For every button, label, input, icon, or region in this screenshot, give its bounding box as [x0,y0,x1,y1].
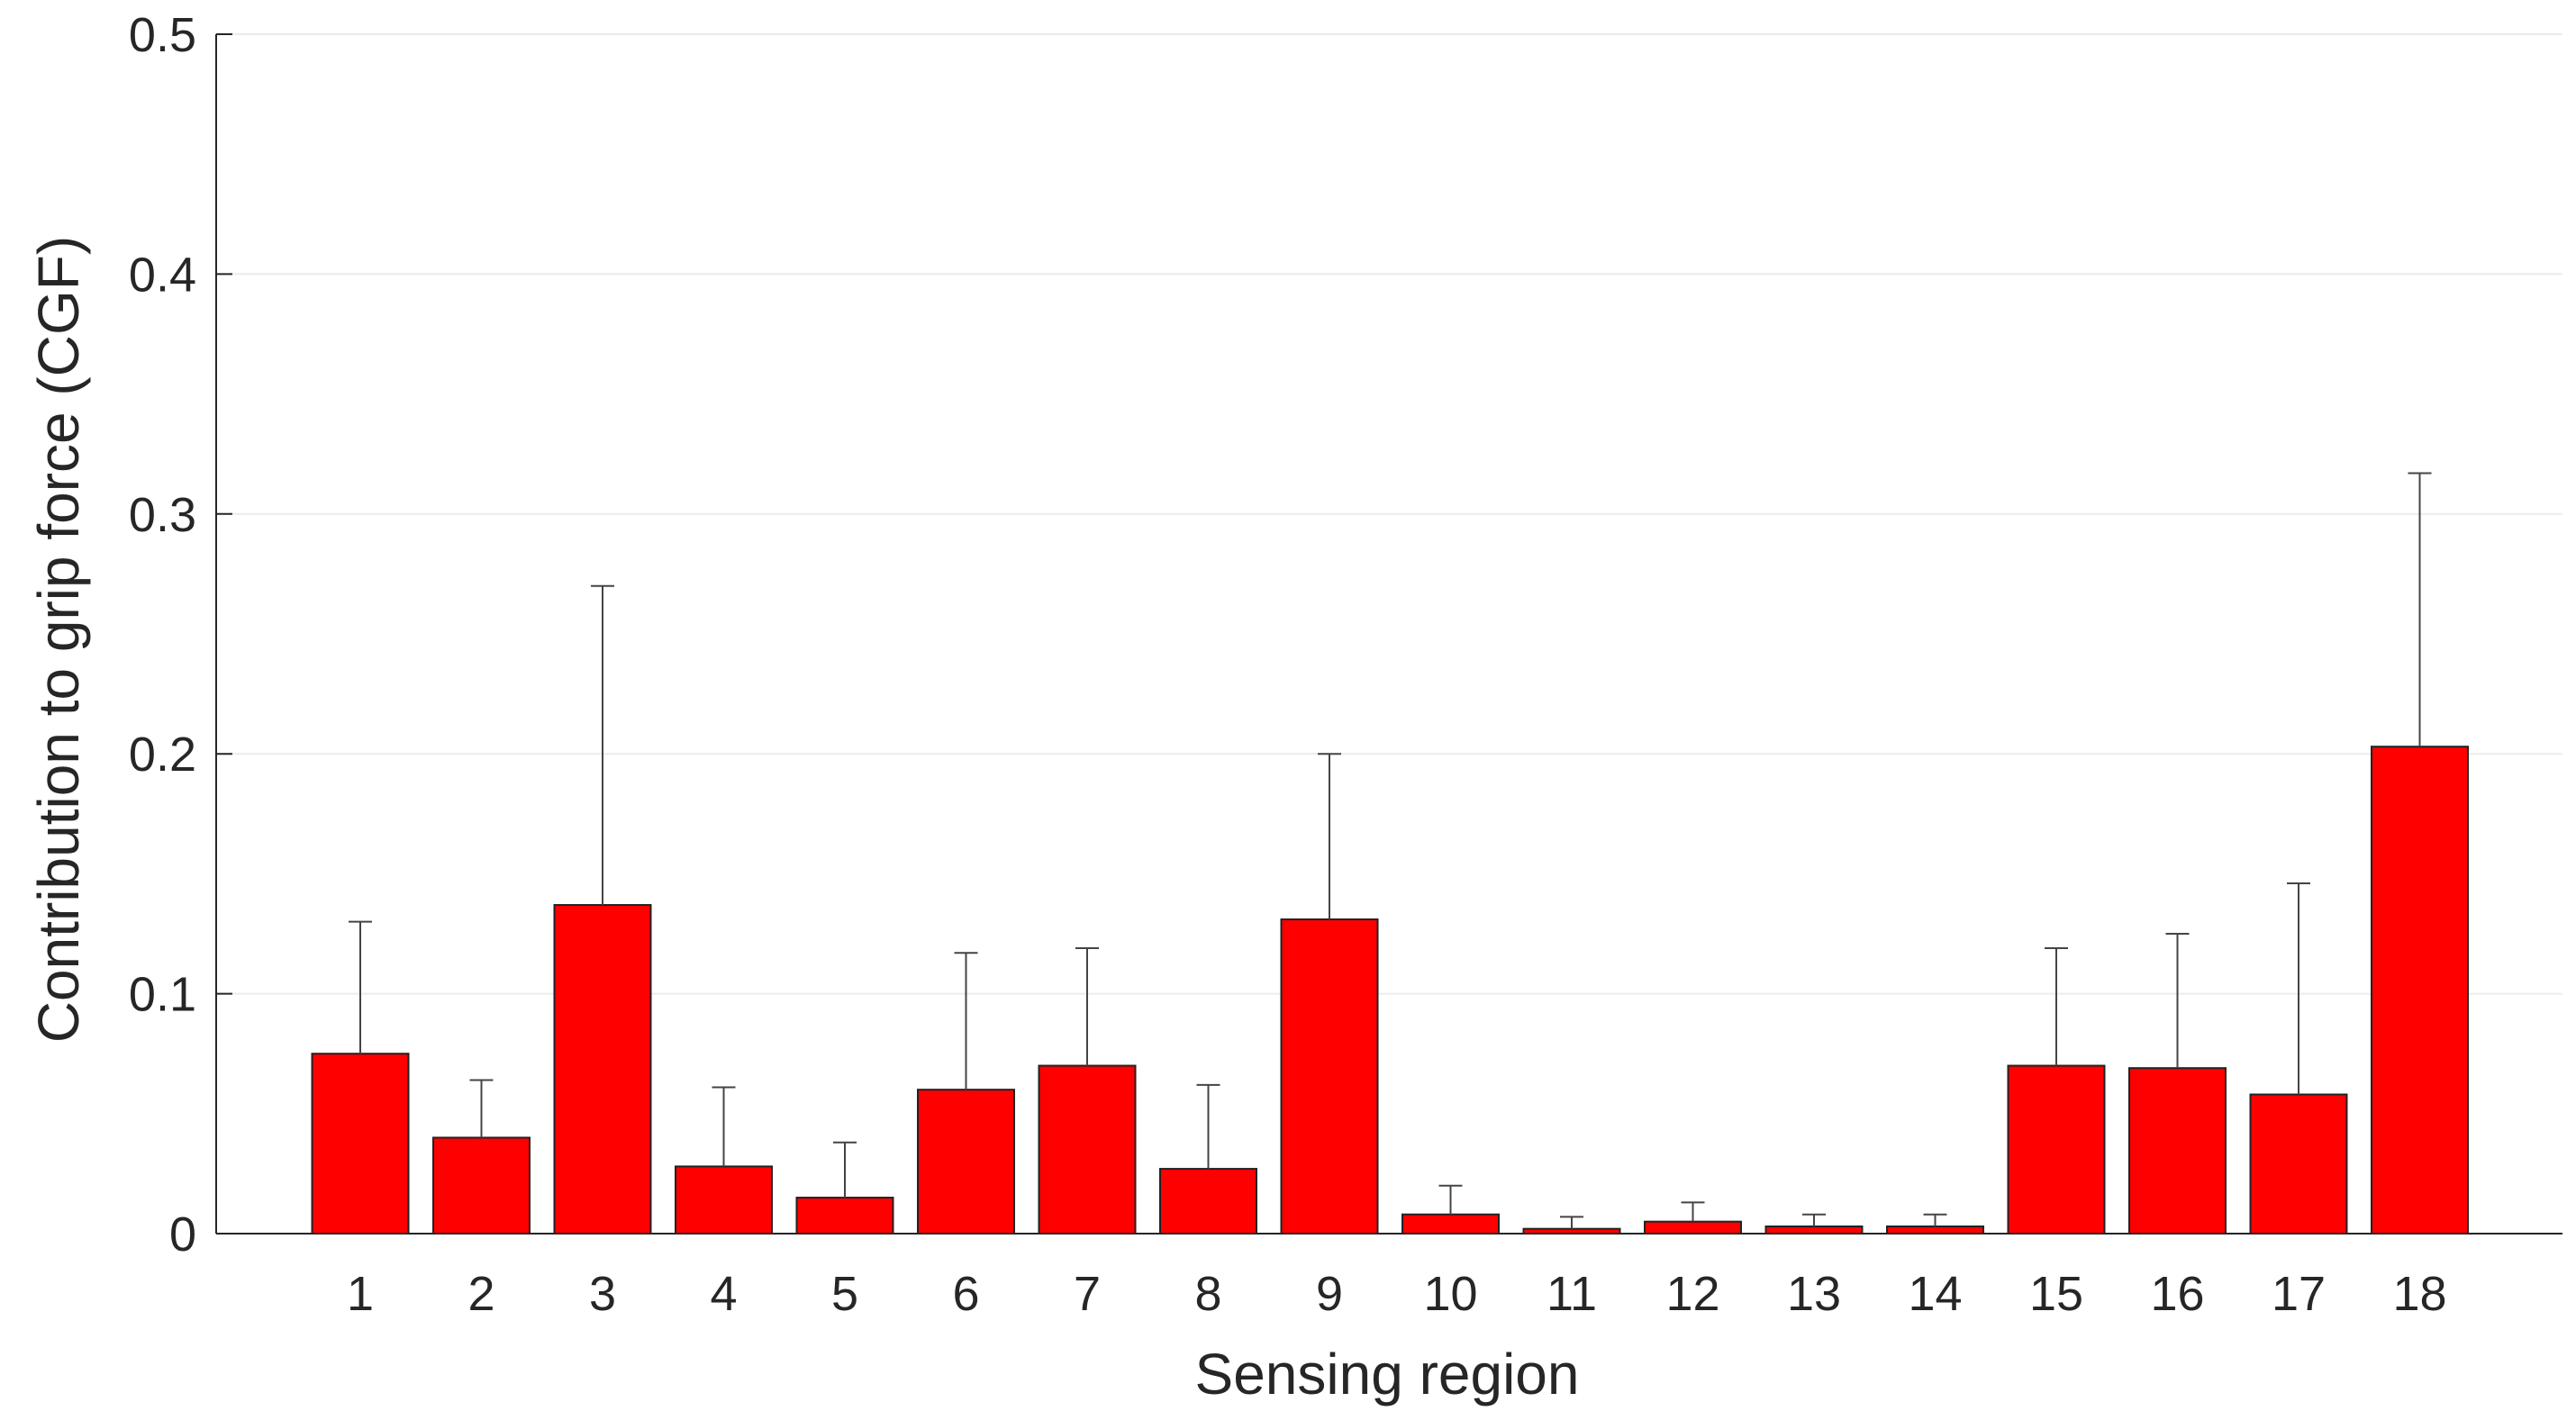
x-tick-label: 18 [2392,1267,2446,1321]
error-bars [349,472,2432,1229]
x-tick-labels: 1 2 3 4 5 6 7 8 9 10 11 12 13 14 15 16 17 18 [347,1267,2447,1321]
bar [2371,746,2469,1235]
bars [311,746,2469,1235]
x-tick-label: 1 [347,1267,374,1321]
x-tick-label: 14 [1908,1267,1962,1321]
y-tick-labels: 0 0.1 0.2 0.3 0.4 0.5 [129,8,196,1262]
x-tick-label: 16 [2150,1267,2204,1321]
y-tick-label: 0.4 [129,248,196,302]
bar [1280,918,1379,1235]
bar [1159,1168,1257,1235]
y-tick-label: 0.5 [129,8,196,62]
y-tick-label: 0.2 [129,728,196,782]
x-tick-label: 13 [1787,1267,1841,1321]
x-tick-label: 4 [710,1267,737,1321]
y-axis-label: Contribution to grip force (CGF) [26,236,91,1043]
bar [553,904,652,1235]
bar [2128,1067,2227,1235]
x-tick-label: 11 [1547,1267,1597,1321]
x-tick-label: 15 [2029,1267,2083,1321]
bar [2007,1064,2106,1235]
bar [311,1053,410,1235]
bar [1401,1213,1500,1235]
x-tick-label: 5 [831,1267,858,1321]
bar [432,1136,531,1235]
x-tick-label: 6 [952,1267,979,1321]
y-tick-label: 0.1 [129,968,196,1022]
bar [1886,1226,1984,1235]
y-tick-label: 0.3 [129,488,196,542]
axes [215,33,2562,1235]
x-tick-label: 17 [2272,1267,2326,1321]
x-tick-label: 7 [1074,1267,1101,1321]
bar [917,1089,1015,1235]
bar [795,1197,894,1235]
x-tick-label: 10 [1423,1267,1477,1321]
bar [1764,1226,1864,1235]
bar [1038,1064,1137,1235]
x-tick-label: 12 [1665,1267,1719,1321]
x-tick-label: 9 [1316,1267,1343,1321]
y-tick-label: 0 [169,1207,196,1262]
bar [1644,1220,1742,1235]
x-axis-label: Sensing region [1195,1342,1580,1406]
bar [2249,1093,2348,1235]
x-tick-label: 3 [589,1267,616,1321]
x-tick-label: 8 [1194,1267,1221,1321]
bar [675,1165,773,1235]
x-tick-label: 2 [467,1267,494,1321]
